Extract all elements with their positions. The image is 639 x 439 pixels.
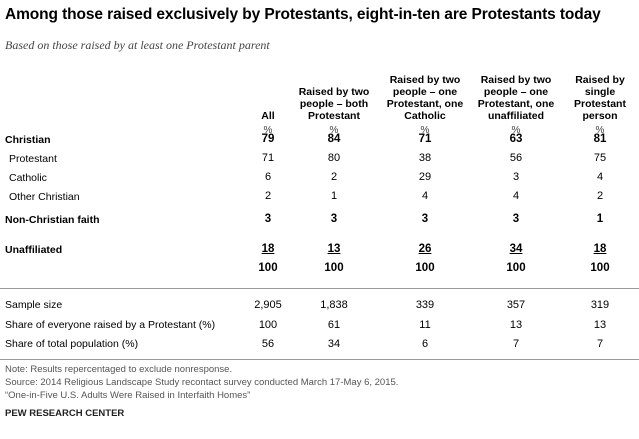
table-cell: 18 — [261, 243, 275, 255]
percent-marker: % — [263, 125, 273, 136]
table-cell: 34 — [509, 243, 523, 255]
row-label: Christian — [5, 134, 51, 146]
report-title-line: “One-in-Five U.S. Adults Were Raised in … — [5, 390, 251, 401]
table-cell: 38 — [418, 152, 432, 164]
table-cell: 4 — [512, 190, 520, 202]
table-cell: 81 — [593, 133, 607, 145]
table-cell: 71 — [261, 152, 275, 164]
page-title: Among those raised exclusively by Protes… — [5, 6, 601, 23]
table-cell: 18 — [593, 243, 607, 255]
table-cell: 2 — [330, 171, 338, 183]
percent-marker: % — [511, 125, 521, 136]
column-header-0: All — [261, 110, 275, 122]
stat-cell: 7 — [512, 338, 520, 350]
table-cell: 71 — [418, 133, 432, 145]
percent-marker: % — [329, 125, 339, 136]
stat-cell: 1,838 — [320, 299, 348, 311]
percent-marker: % — [595, 125, 605, 136]
total-cell: 100 — [506, 262, 526, 274]
table-cell: 29 — [418, 171, 432, 183]
row-label: Protestant — [9, 153, 57, 165]
column-header-4: Raised by single Protestant person — [574, 74, 626, 122]
stat-cell: 2,905 — [254, 299, 282, 311]
row-label: Catholic — [9, 172, 47, 184]
total-cell: 100 — [590, 262, 610, 274]
divider-bottom — [0, 359, 639, 360]
table-cell: 26 — [418, 243, 432, 255]
stat-cell: 319 — [590, 299, 610, 311]
table-cell: 63 — [509, 133, 523, 145]
table-cell: 4 — [421, 190, 429, 202]
table-cell: 56 — [509, 152, 523, 164]
row-label: Unaffiliated — [5, 244, 63, 256]
divider-top — [0, 288, 639, 289]
stat-cell: 7 — [596, 338, 604, 350]
table-cell: 75 — [593, 152, 607, 164]
stat-cell: 56 — [261, 338, 275, 350]
subtitle: Based on those raised by at least one Pr… — [5, 38, 270, 52]
total-cell: 100 — [415, 262, 435, 274]
table-cell: 3 — [421, 213, 429, 225]
pew-research-center-label: PEW RESEARCH CENTER — [5, 408, 125, 419]
table-cell: 4 — [596, 171, 604, 183]
table-cell: 2 — [264, 190, 272, 202]
stat-cell: 34 — [327, 338, 341, 350]
table-cell: 13 — [327, 243, 341, 255]
column-header-1: Raised by two people – both Protestant — [298, 86, 370, 122]
percent-marker: % — [420, 125, 430, 136]
row-label: Non-Christian faith — [5, 214, 100, 226]
stat-cell: 6 — [421, 338, 429, 350]
total-cell: 100 — [258, 262, 278, 274]
table-cell: 84 — [327, 133, 341, 145]
note-line: Note: Results repercentaged to exclude n… — [5, 364, 233, 375]
table-cell: 3 — [264, 213, 272, 225]
column-header-2: Raised by two people – one Protestant, o… — [386, 74, 464, 122]
stat-cell: 339 — [415, 299, 435, 311]
table-cell: 1 — [596, 213, 604, 225]
table-cell: 6 — [264, 171, 272, 183]
total-cell: 100 — [324, 262, 344, 274]
stat-cell: 13 — [593, 319, 607, 331]
stat-cell: 11 — [419, 319, 431, 331]
table-cell: 2 — [596, 190, 604, 202]
row-label: Other Christian — [9, 191, 80, 203]
table-cell: 3 — [512, 171, 520, 183]
stat-cell: 13 — [509, 319, 523, 331]
table-cell: 3 — [330, 213, 338, 225]
stat-cell: 100 — [258, 319, 278, 331]
table-cell: 80 — [327, 152, 341, 164]
table-cell: 79 — [261, 133, 275, 145]
stat-label: Share of total population (%) — [5, 338, 139, 350]
table-cell: 3 — [512, 213, 520, 225]
source-line: Source: 2014 Religious Landscape Study r… — [5, 377, 399, 388]
table-cell: 1 — [330, 190, 338, 202]
stat-label: Share of everyone raised by a Protestant… — [5, 319, 216, 331]
stat-cell: 61 — [327, 319, 341, 331]
stat-label: Sample size — [5, 299, 63, 311]
column-header-3: Raised by two people – one Protestant, o… — [477, 74, 555, 122]
stat-cell: 357 — [506, 299, 526, 311]
